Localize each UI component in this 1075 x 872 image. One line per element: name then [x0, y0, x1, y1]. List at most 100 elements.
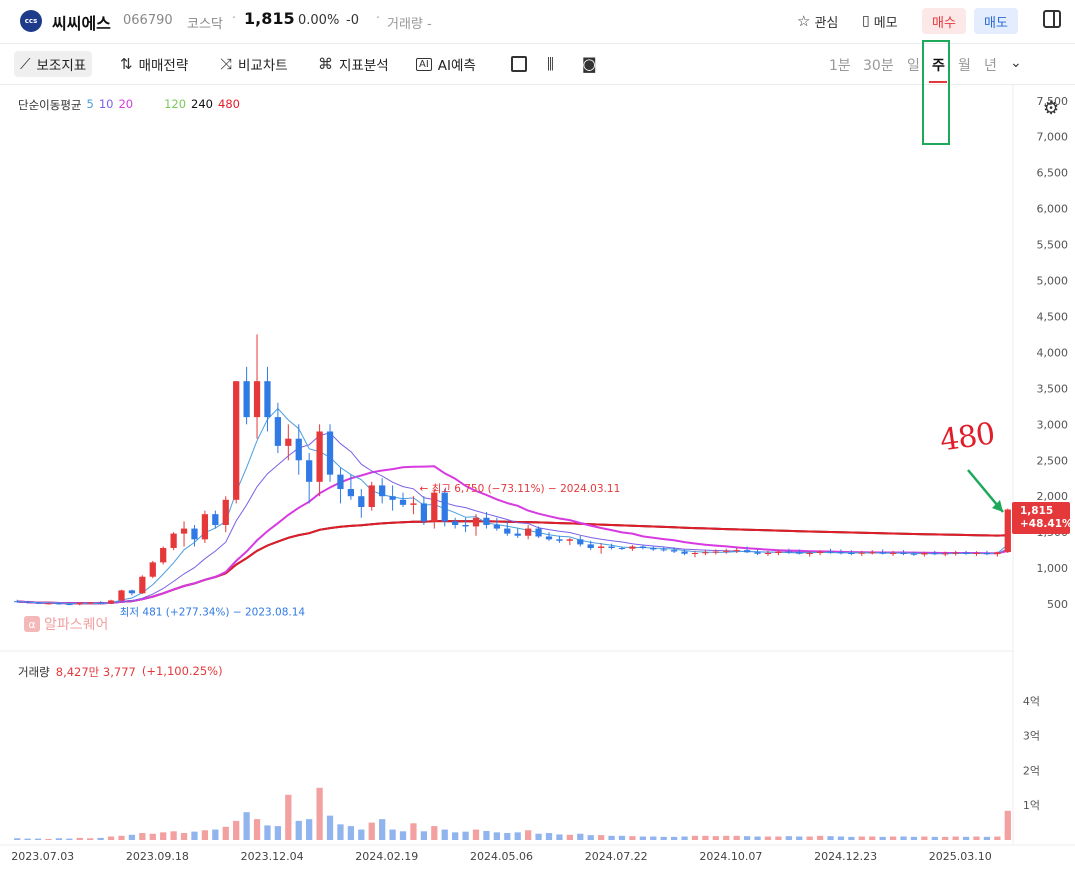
ai-button[interactable]: AI AI예측: [416, 51, 476, 77]
volume-bar: [973, 836, 980, 840]
highlight-box: [922, 40, 950, 145]
volume-bar: [170, 831, 177, 840]
candle-type-button[interactable]: ⫼: [547, 51, 554, 77]
change-value: -0: [346, 13, 359, 28]
current-price: 1,815: [244, 9, 295, 28]
volume-bar: [253, 819, 261, 840]
analysis-button[interactable]: ⌘ 지표분석: [318, 51, 389, 77]
candle-body: [639, 546, 646, 548]
volume-bar: [525, 830, 532, 840]
candle-body: [24, 601, 31, 603]
ma-legend: 단순이동평균 5 10 20 120 240 480: [18, 97, 240, 113]
volume-bar: [535, 833, 542, 840]
tf-1min[interactable]: 1분: [829, 58, 851, 74]
last-price-change: +48.41%: [1020, 518, 1073, 530]
strategy-label: 매매전략: [138, 58, 189, 74]
volume-bar: [629, 836, 636, 840]
volume-bar: [368, 822, 375, 840]
stock-name[interactable]: 씨씨에스: [52, 14, 111, 33]
gear-icon[interactable]: ⚙: [1043, 98, 1060, 119]
candle-body: [525, 528, 532, 536]
candle-body: [608, 546, 615, 548]
volume-bar: [577, 833, 584, 840]
side-panel-icon[interactable]: [1043, 10, 1061, 28]
candle-body: [264, 381, 271, 418]
volume-bar: [545, 833, 553, 840]
candle-body: [191, 528, 198, 540]
compare-button[interactable]: ⤨ 비교차트: [220, 51, 288, 77]
volume-bar: [806, 836, 813, 840]
candle-body: [618, 547, 626, 549]
buy-button[interactable]: 매수: [922, 8, 966, 34]
candle-body: [910, 553, 918, 555]
candle-body: [326, 431, 334, 475]
draw-box-button[interactable]: [511, 51, 527, 77]
sell-button[interactable]: 매도: [974, 8, 1018, 34]
volume-legend-value: 8,427만 3,777: [55, 665, 136, 679]
annotation-480: 480: [937, 416, 997, 459]
tf-day[interactable]: 일: [907, 58, 920, 74]
volume-bar: [942, 836, 949, 840]
candle-body: [712, 551, 719, 553]
volume-legend-title: 거래량: [18, 665, 50, 679]
volume-bar: [326, 815, 334, 840]
volume-bar: [358, 829, 365, 840]
x-tick-label: 2024.05.06: [470, 850, 533, 863]
star-icon: ☆: [797, 12, 811, 30]
candle-body: [45, 603, 52, 605]
tf-week[interactable]: 주: [932, 58, 945, 74]
candle-body: [253, 381, 261, 418]
x-tick-label: 2025.03.10: [929, 850, 992, 863]
strategy-icon: ⇅: [120, 55, 133, 73]
candle-body: [55, 603, 63, 605]
candle-body: [504, 528, 511, 534]
candle-body: [566, 539, 573, 541]
volume-bar: [14, 838, 21, 840]
chevron-down-icon[interactable]: ⌄: [1010, 55, 1022, 71]
low-annotation: 최저 481 (+277.34%) − 2023.08.14: [120, 606, 306, 618]
candle-body: [827, 551, 834, 553]
candle-body: [879, 552, 886, 554]
candle-body: [316, 431, 323, 482]
tf-month[interactable]: 월: [958, 58, 971, 74]
candle-body: [431, 492, 438, 522]
candle-body: [274, 417, 282, 446]
volume-tick-label: 3억: [1023, 730, 1040, 743]
ma-10-line: [17, 432, 1008, 604]
alphasquare-logo-icon: α: [24, 616, 40, 632]
x-tick-label: 2024.10.07: [699, 850, 762, 863]
indicators-button[interactable]: ⟋ 보조지표: [14, 51, 93, 77]
screenshot-button[interactable]: ◙: [582, 51, 597, 77]
ma-240: 240: [191, 97, 213, 111]
volume-bar: [910, 836, 918, 840]
x-tick-label: 2023.12.04: [241, 850, 304, 863]
volume-bar: [983, 836, 991, 840]
tf-30min[interactable]: 30분: [863, 58, 894, 74]
candle-body: [775, 551, 782, 554]
strategy-button[interactable]: ⇅ 매매전략: [120, 51, 188, 77]
candle-body: [785, 551, 792, 553]
watch-button[interactable]: ☆ 관심: [797, 9, 838, 33]
candle-body: [160, 547, 167, 563]
candle-body: [14, 601, 21, 603]
volume-bar: [347, 826, 355, 840]
candle-body: [660, 549, 667, 551]
memo-button[interactable]: ▯ 메모: [862, 9, 898, 33]
volume-bar: [431, 826, 438, 840]
compare-label: 비교차트: [238, 58, 288, 74]
tf-year[interactable]: 년: [984, 58, 997, 74]
volume-bar: [316, 787, 323, 840]
candle-body: [942, 553, 949, 555]
volume-bar: [618, 835, 626, 840]
candle-body: [743, 550, 751, 553]
volume-bar: [295, 820, 302, 840]
candle-body: [139, 576, 146, 594]
y-tick-label: 5,000: [1037, 275, 1069, 288]
volume-bar: [306, 819, 313, 840]
volume-bar: [889, 836, 897, 840]
volume-bar: [222, 826, 229, 840]
candle-body: [556, 539, 563, 541]
shuffle-icon: ⤨: [220, 55, 233, 73]
volume-bar: [243, 812, 250, 840]
